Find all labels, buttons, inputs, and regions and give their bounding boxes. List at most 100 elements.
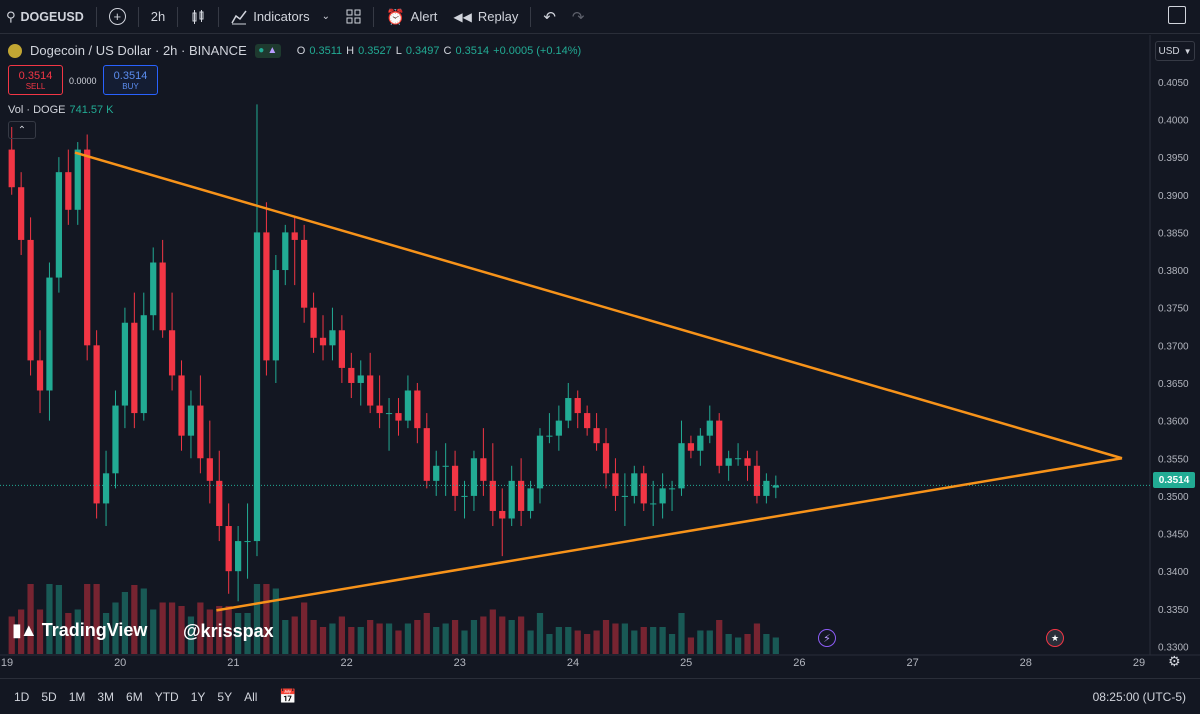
- undo-button[interactable]: ↶: [535, 0, 564, 34]
- chart-type-button[interactable]: [182, 0, 214, 34]
- candle-body: [687, 443, 695, 451]
- sell-button[interactable]: 0.3514 SELL: [8, 65, 63, 95]
- volume-bar: [18, 609, 25, 654]
- interval-button[interactable]: 2h: [143, 0, 173, 34]
- volume-bar: [395, 630, 402, 654]
- time-tick-label: 23: [454, 657, 466, 669]
- change-value: +0.0005 (+0.14%): [493, 44, 582, 57]
- timeframe-1y[interactable]: 1Y: [190, 689, 206, 704]
- candle-body: [235, 541, 242, 572]
- candle-body: [527, 488, 534, 511]
- spread-value: 0.0000: [69, 76, 97, 86]
- timeframe-1d[interactable]: 1D: [14, 689, 30, 704]
- collapse-legend-button[interactable]: ⌃: [8, 121, 36, 139]
- price-chart[interactable]: 0.4050 0.4000 0.3950 0.3900 0.3850 0.3800 0.37…: [0, 35, 1200, 677]
- low-label: L: [395, 44, 402, 57]
- volume-bar: [84, 584, 91, 654]
- timeframe-all[interactable]: All: [244, 689, 258, 704]
- layouts-button[interactable]: [338, 0, 369, 34]
- volume-bar: [27, 584, 34, 654]
- high-value: 0.3527: [358, 44, 392, 57]
- clock-display[interactable]: 08:25:00 (UTC-5): [1092, 690, 1186, 704]
- volume-bar: [499, 616, 506, 654]
- timeframe-3m[interactable]: 3M: [97, 689, 115, 704]
- redo-icon: ↷: [571, 8, 585, 26]
- candle-body: [584, 413, 591, 429]
- candle-body: [395, 413, 402, 421]
- time-tick-label: 25: [680, 657, 692, 669]
- volume-bar: [168, 602, 176, 654]
- volume-bar: [93, 584, 100, 654]
- candle-body: [499, 510, 506, 519]
- chart-area[interactable]: 0.4050 0.4000 0.3950 0.3900 0.3850 0.3800 0.37…: [0, 35, 1200, 677]
- candle-body: [385, 413, 393, 415]
- candle-body: [8, 149, 15, 188]
- price-tick-label: 0.3950: [1158, 153, 1189, 164]
- candle-body: [612, 473, 619, 496]
- time-tick-label: 20: [114, 657, 126, 669]
- replay-button[interactable]: ◀◀ Replay: [445, 0, 526, 34]
- sell-label: SELL: [25, 81, 46, 91]
- volume-bar: [668, 634, 676, 654]
- time-tick-label: 26: [793, 657, 805, 669]
- timeframe-1m[interactable]: 1M: [68, 689, 86, 704]
- volume-bar: [631, 630, 638, 654]
- candles-icon: [192, 9, 204, 24]
- price-tick-label: 0.3300: [1158, 642, 1189, 653]
- time-tick-label: 28: [1020, 657, 1032, 669]
- replay-icon: ◀◀: [453, 9, 472, 24]
- timeframe-6m[interactable]: 6M: [126, 689, 143, 704]
- redo-button[interactable]: ↷: [564, 0, 593, 34]
- market-status-icon[interactable]: ● ▲: [254, 43, 281, 58]
- candle-body: [650, 503, 657, 505]
- timeframe-5d[interactable]: 5D: [41, 689, 57, 704]
- compare-button[interactable]: +: [101, 0, 134, 34]
- chevron-down-icon: ▼: [1183, 46, 1192, 56]
- calendar-icon[interactable]: 📅: [279, 688, 297, 704]
- timeframe-5y[interactable]: 5Y: [217, 689, 233, 704]
- volume-bar: [244, 613, 251, 654]
- currency-select[interactable]: USD ▼: [1155, 41, 1195, 61]
- volume-bar: [555, 627, 562, 654]
- volume-bar: [357, 627, 364, 654]
- candle-body: [187, 405, 195, 436]
- volume-bar: [272, 588, 279, 654]
- alert-button[interactable]: ⏰ Alert: [378, 0, 445, 34]
- volume-bar: [650, 627, 657, 654]
- timeframe-ytd[interactable]: YTD: [154, 689, 179, 704]
- candle-body: [36, 360, 44, 391]
- price-tick-label: 0.3550: [1158, 454, 1189, 465]
- symbol-search[interactable]: ⚲ DOGEUSD: [0, 0, 92, 34]
- candle-body: [697, 435, 704, 451]
- volume-bar: [518, 616, 525, 654]
- volume-bar: [46, 584, 53, 654]
- tradingview-logo-icon: ▮▲: [12, 620, 38, 640]
- us-flag-icon[interactable]: ★: [1046, 629, 1064, 647]
- indicators-button[interactable]: Indicators ⌄: [223, 0, 338, 34]
- gear-icon[interactable]: ⚙: [1168, 653, 1181, 669]
- low-value: 0.3497: [405, 44, 440, 57]
- volume-bar: [602, 620, 610, 654]
- divider: [95, 6, 97, 27]
- triangle-trendline: [74, 151, 1123, 460]
- volume-bar: [55, 585, 62, 654]
- fullscreen-icon[interactable]: [1168, 6, 1186, 24]
- search-icon: ⚲: [6, 8, 16, 24]
- time-tick-label: 27: [906, 657, 918, 669]
- volume-bar: [744, 634, 751, 654]
- lightning-icon[interactable]: ⚡: [818, 629, 836, 647]
- volume-bar: [621, 623, 628, 654]
- candle-body: [348, 367, 355, 383]
- volume-bar: [763, 634, 770, 654]
- volume-bar: [404, 623, 412, 654]
- volume-bar: [140, 588, 147, 654]
- volume-bar: [263, 584, 270, 654]
- buy-button[interactable]: 0.3514 BUY: [103, 65, 158, 95]
- candle-body: [461, 495, 468, 497]
- divider: [137, 6, 139, 27]
- candle-body: [301, 239, 308, 308]
- candle-body: [621, 495, 628, 497]
- candle-body: [753, 465, 761, 496]
- volume-bar: [74, 609, 81, 654]
- buy-label: BUY: [122, 81, 139, 91]
